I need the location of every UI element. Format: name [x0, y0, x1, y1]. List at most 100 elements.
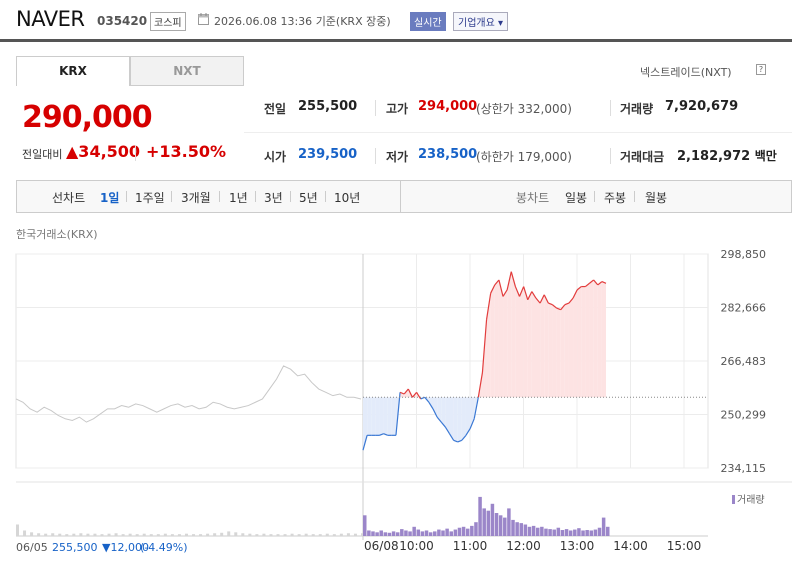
today-volume-bar — [511, 519, 515, 536]
down-segment — [453, 439, 458, 443]
prev-volume-bar — [361, 533, 364, 536]
prev-volume-bar — [135, 534, 139, 536]
prev-volume-bar — [213, 533, 217, 536]
today-volume-bar — [568, 530, 573, 536]
trade-value-label: 거래대금 — [620, 150, 665, 164]
down-area — [383, 397, 388, 436]
prev-volume-bar — [234, 532, 238, 536]
up-area — [593, 279, 598, 398]
down-segment — [379, 433, 384, 436]
up-segment — [527, 291, 533, 301]
up-area — [523, 286, 528, 398]
stock-name: NAVER — [16, 7, 85, 31]
period-1d[interactable]: 1일 — [100, 191, 120, 205]
market-badge: 코스피 — [150, 12, 186, 31]
prev-day-price: 255,500 — [52, 541, 98, 554]
up-area — [494, 279, 499, 398]
divider — [135, 145, 136, 161]
down-area — [453, 397, 458, 442]
prev-volume-bar — [23, 530, 27, 536]
up-segment — [593, 279, 599, 286]
divider — [375, 148, 376, 164]
down-segment — [469, 418, 475, 429]
up-area — [560, 304, 565, 398]
down-segment — [461, 434, 467, 441]
today-volume-bar — [441, 530, 445, 536]
period-1w[interactable]: 1주일 — [135, 191, 165, 205]
today-volume-bar — [453, 529, 458, 536]
today-volume-bar — [593, 529, 598, 536]
up-segment — [510, 271, 516, 287]
y-tick-label: 266,483 — [721, 355, 767, 368]
tab-nxt[interactable]: NXT — [130, 56, 244, 86]
prev-volume-bar — [128, 533, 132, 536]
period-5y[interactable]: 5년 — [299, 191, 318, 205]
up-area — [515, 286, 520, 398]
up-area — [564, 303, 569, 398]
prev-volume-bar — [283, 534, 287, 536]
down-area — [428, 397, 434, 409]
period-10y[interactable]: 10년 — [334, 191, 361, 205]
up-segment — [548, 302, 553, 306]
up-area — [597, 281, 602, 398]
up-segment — [514, 286, 521, 297]
prev-close-value: 255,500 — [298, 99, 358, 114]
prev-volume-bar — [241, 533, 245, 536]
live-badge[interactable]: 실시간 — [410, 12, 446, 31]
prev-volume-bar — [192, 534, 196, 536]
up-segment — [502, 289, 508, 297]
today-volume-bar — [503, 517, 507, 536]
prev-volume-bar — [227, 531, 231, 536]
today-volume-bar — [531, 525, 536, 536]
help-icon[interactable]: ? — [756, 64, 766, 75]
prev-volume-bar — [255, 534, 259, 536]
volume-legend: 거래량 — [732, 491, 765, 506]
prev-volume-bar — [346, 533, 350, 536]
up-area — [535, 298, 541, 398]
lower-limit: (하한가 179,000) — [476, 150, 572, 164]
today-volume-bar — [581, 530, 585, 536]
down-segment — [395, 392, 401, 436]
prev-volume-bar — [93, 533, 97, 536]
up-segment — [564, 302, 570, 306]
y-tick-label: 234,115 — [721, 462, 767, 475]
y-tick-label: 298,850 — [721, 248, 767, 261]
today-volume-bar — [404, 530, 408, 536]
candle-chart-label: 봉차트 — [516, 191, 550, 205]
up-segment — [416, 392, 422, 400]
up-segment — [589, 279, 595, 284]
today-volume-bar — [540, 526, 544, 536]
company-overview-dropdown[interactable]: 기업개요 ▾ — [453, 12, 508, 31]
down-area — [395, 392, 401, 436]
divider — [634, 191, 635, 202]
today-volume-bar — [400, 529, 404, 536]
x-tick-label: 13:00 — [560, 539, 595, 553]
today-volume-bar — [494, 513, 499, 536]
down-area — [387, 397, 392, 436]
period-1y[interactable]: 1년 — [229, 191, 248, 205]
prev-volume-bar — [262, 533, 266, 536]
up-segment — [494, 279, 500, 286]
today-volume-bar — [560, 530, 565, 536]
up-area — [540, 294, 545, 398]
tab-krx[interactable]: KRX — [16, 56, 130, 86]
prev-day-series — [15, 365, 362, 423]
intraday-price-chart[interactable]: 298,850 282,666 266,483 250,299 234,115 06/0… — [0, 240, 792, 556]
up-segment — [498, 279, 504, 297]
period-3y[interactable]: 3년 — [264, 191, 283, 205]
up-area — [527, 291, 532, 398]
data-source: 한국거래소(KRX) — [16, 228, 98, 241]
prev-day-change: ▼12,000 — [102, 541, 149, 554]
nextrade-link[interactable]: 넥스트레이드(NXT) — [640, 66, 732, 79]
change-amount: ▲34,500 — [66, 142, 141, 161]
divider — [290, 191, 291, 202]
candle-monthly[interactable]: 월봉 — [645, 191, 668, 205]
up-segment — [572, 289, 578, 299]
today-volume-bar — [371, 531, 375, 536]
up-segment — [403, 388, 409, 395]
today-volume-bar — [589, 530, 594, 536]
period-3m[interactable]: 3개월 — [181, 191, 211, 205]
candle-daily[interactable]: 일봉 — [565, 191, 588, 205]
down-area — [449, 397, 454, 441]
candle-weekly[interactable]: 주봉 — [604, 191, 627, 205]
